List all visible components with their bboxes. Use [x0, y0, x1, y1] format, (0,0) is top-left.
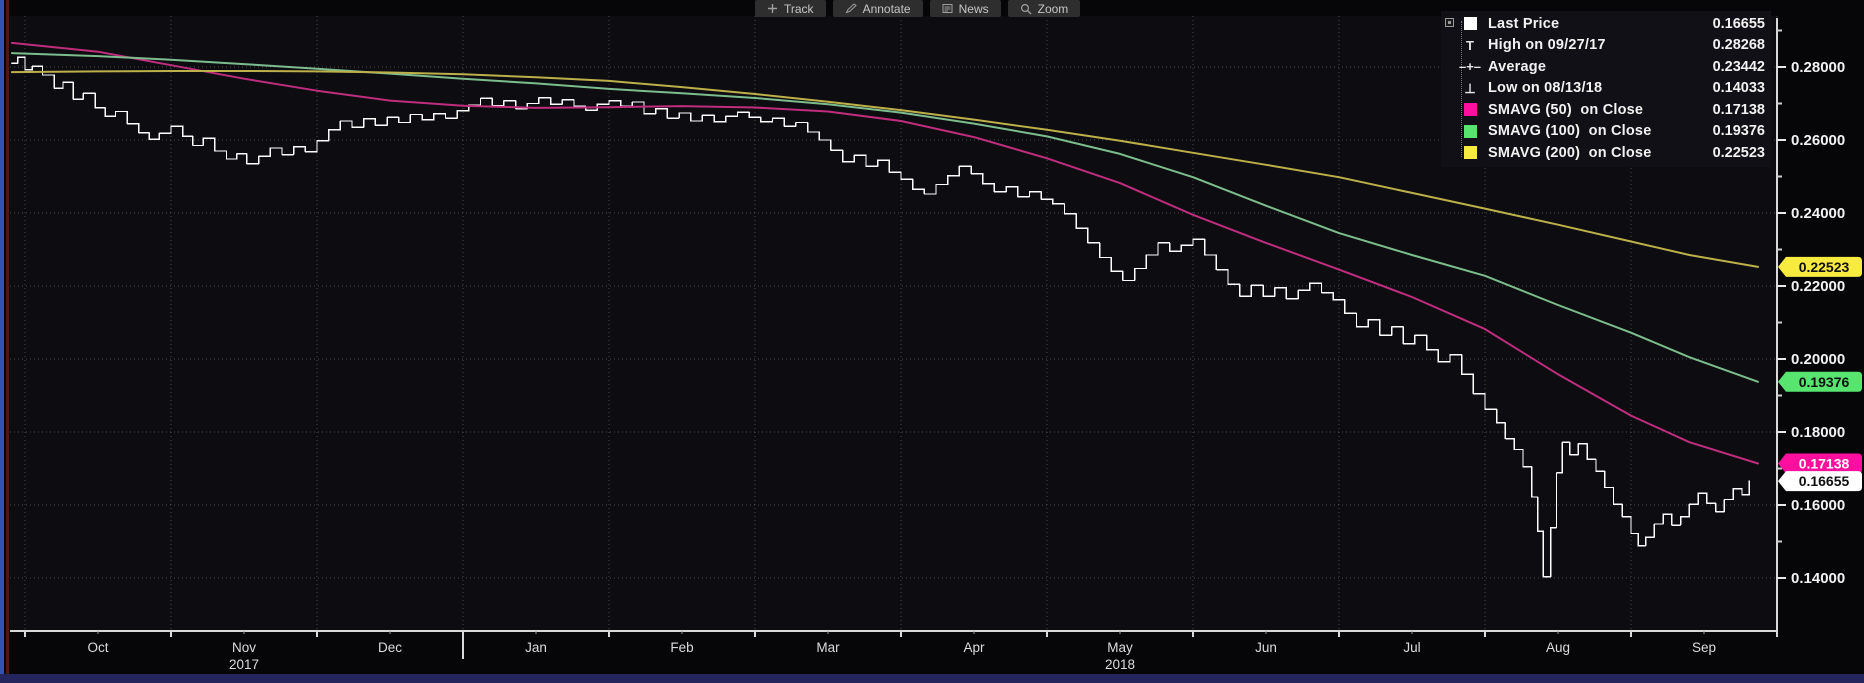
axes — [10, 18, 1778, 632]
legend-swatch-icon — [1458, 124, 1482, 138]
smavg-200-on-close-line — [10, 70, 1759, 268]
legend-swatch-icon — [1458, 103, 1482, 117]
y-axis-label: 0.20000 — [1791, 351, 1845, 368]
legend-row-6[interactable]: SMAVG (200) on Close 0.22523 — [1444, 142, 1765, 164]
x-axis-month-label: Jul — [1403, 640, 1420, 655]
news-icon — [942, 4, 953, 13]
x-axis-month-label: Apr — [963, 640, 985, 655]
smavg-100-on-close-line — [10, 52, 1759, 383]
x-axis-month-label: Dec — [378, 640, 402, 655]
legend-value: 0.17138 — [1712, 101, 1765, 118]
window-left-edge — [0, 0, 4, 683]
legend-label: SMAVG (50) on Close — [1488, 101, 1644, 118]
legend-row-5[interactable]: SMAVG (100) on Close 0.19376 — [1444, 121, 1765, 143]
window-bottom-strip — [0, 674, 1864, 683]
x-axis-month-label: Sep — [1692, 640, 1716, 655]
legend-value: 0.23442 — [1712, 58, 1765, 75]
legend-label: High on 09/27/17 — [1488, 37, 1606, 54]
x-axis-month-label: Feb — [670, 640, 693, 655]
price-badge — [1778, 371, 1862, 392]
legend-value: 0.14033 — [1712, 80, 1765, 97]
track-button[interactable]: Track — [755, 0, 826, 17]
legend-value: 0.16655 — [1712, 15, 1765, 32]
legend-value: 0.19376 — [1712, 123, 1765, 140]
high-tick-icon: T — [1466, 37, 1474, 53]
last-price-line — [11, 56, 1750, 578]
x-axis-month-label: Oct — [87, 640, 108, 655]
avg-cross-marker: –+– — [1458, 60, 1482, 73]
legend-label: Low on 08/13/18 — [1488, 80, 1603, 97]
y-axis-label: 0.14000 — [1791, 570, 1845, 587]
legend-row-3[interactable]: ⊥ Low on 08/13/18 0.14033 — [1444, 78, 1765, 100]
y-axis-label: 0.28000 — [1791, 59, 1845, 76]
y-axis-label: 0.18000 — [1791, 424, 1845, 441]
legend-swatch-icon — [1458, 17, 1482, 31]
high-tick-marker: T — [1458, 39, 1482, 52]
legend-row-1[interactable]: T High on 09/27/17 0.28268 — [1444, 35, 1765, 57]
chart-legend[interactable]: Last Price 0.16655 T High on 09/27/17 0.2826… — [1441, 11, 1771, 167]
legend-label: SMAVG (200) on Close — [1488, 144, 1652, 161]
price-badge-value: 0.17138 — [1799, 455, 1850, 471]
news-button[interactable]: News — [929, 0, 1001, 17]
x-axis-month-label: Nov — [232, 640, 256, 655]
window-left-maroon-edge — [6, 0, 9, 674]
y-axis-label: 0.24000 — [1791, 205, 1845, 222]
price-badge — [1778, 471, 1862, 492]
track-plus-icon — [768, 4, 777, 13]
color-swatch — [1463, 146, 1477, 160]
avg-cross-icon: –+– — [1458, 59, 1482, 75]
annotate-button-label: Annotate — [862, 1, 911, 16]
magnifier-icon — [1020, 3, 1032, 14]
legend-value: 0.22523 — [1712, 144, 1765, 161]
price-badge-value: 0.16655 — [1799, 473, 1850, 489]
y-axis-label: 0.16000 — [1791, 497, 1845, 514]
news-button-label: News — [958, 1, 989, 16]
price-badge-value: 0.19376 — [1799, 374, 1850, 390]
smavg-50-on-close-line — [10, 41, 1759, 465]
legend-handle-icon[interactable] — [1445, 18, 1454, 27]
price-badge-value: 0.22523 — [1799, 259, 1850, 275]
x-axis-year-label: 2018 — [1105, 657, 1135, 672]
price-badge — [1778, 453, 1862, 474]
y-axis-label: 0.22000 — [1791, 278, 1845, 295]
price-badge — [1778, 256, 1862, 277]
color-swatch — [1463, 103, 1477, 117]
chart-toolbar: Track Annotate News Zoom — [755, 0, 1081, 17]
color-swatch — [1463, 17, 1477, 31]
legend-row-2[interactable]: –+– Average 0.23442 — [1444, 56, 1765, 78]
low-tick-icon: ⊥ — [1464, 80, 1476, 96]
y-axis-label: 0.26000 — [1791, 132, 1845, 149]
legend-rail — [1461, 21, 1462, 157]
x-axis-month-label: May — [1107, 640, 1133, 655]
color-swatch — [1463, 124, 1477, 138]
legend-row-0[interactable]: Last Price 0.16655 — [1444, 13, 1765, 35]
annotate-button[interactable]: Annotate — [832, 0, 923, 17]
legend-value: 0.28268 — [1712, 37, 1765, 54]
x-axis-month-label: Jan — [525, 640, 547, 655]
x-axis-year-label: 2017 — [229, 657, 259, 672]
low-tick-marker: ⊥ — [1458, 82, 1482, 95]
legend-label: Average — [1488, 58, 1547, 75]
track-button-label: Track — [784, 1, 814, 16]
pencil-icon — [845, 3, 857, 14]
y-axis-ticks: 0.28000 0.26000 0.24000 0.22000 0.20000 0.180… — [1777, 29, 1845, 587]
zoom-button[interactable]: Zoom — [1007, 0, 1081, 17]
legend-label: Last Price — [1488, 15, 1560, 32]
legend-swatch-icon — [1458, 146, 1482, 160]
x-axis-month-label: Jun — [1255, 640, 1277, 655]
x-axis-ticks: Oct Nov Dec Jan Feb Mar Apr May Jun Jul Aug Sep 2017… — [24, 631, 1778, 672]
x-axis-month-label: Mar — [816, 640, 840, 655]
x-axis-month-label: Aug — [1546, 640, 1570, 655]
legend-row-4[interactable]: SMAVG (50) on Close 0.17138 — [1444, 99, 1765, 121]
zoom-button-label: Zoom — [1037, 1, 1069, 16]
axis-price-badges: 0.22523 0.19376 0.17138 0.16655 — [1778, 256, 1862, 492]
legend-label: SMAVG (100) on Close — [1488, 123, 1652, 140]
